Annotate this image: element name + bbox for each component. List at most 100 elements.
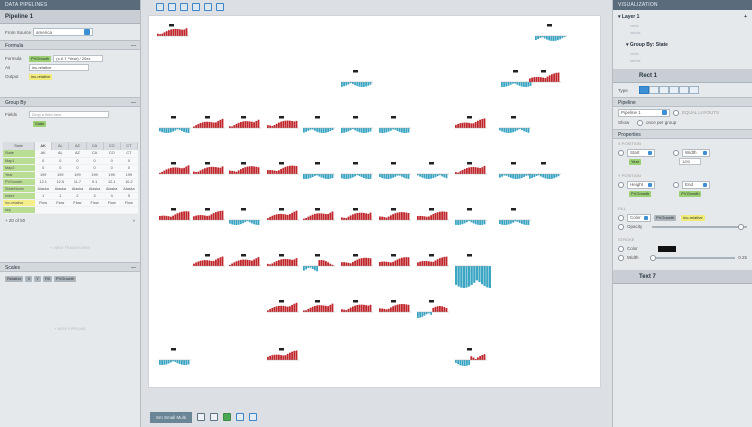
state-small-multiple[interactable] xyxy=(303,208,335,221)
state-small-multiple[interactable] xyxy=(501,70,533,87)
collapse-icon[interactable]: — xyxy=(131,100,136,106)
more-icon[interactable]: » xyxy=(132,217,135,223)
opacity-slider[interactable] xyxy=(652,223,747,230)
visualization-canvas[interactable] xyxy=(148,15,601,388)
area-type-icon[interactable] xyxy=(679,86,689,94)
end-radio[interactable] xyxy=(673,181,679,188)
fill-field-chip[interactable]: PVGrowth xyxy=(654,214,677,221)
end-field-chip[interactable]: PVGrowth xyxy=(679,190,702,197)
as-input[interactable]: inc-relative xyxy=(29,64,89,71)
chart-tool-icon[interactable] xyxy=(216,3,224,11)
collapse-icon[interactable]: — xyxy=(131,264,136,271)
output-chip[interactable]: inc-relative xyxy=(29,73,53,80)
redo-icon[interactable] xyxy=(249,413,258,421)
slider-handle[interactable] xyxy=(737,223,744,230)
state-small-multiple[interactable] xyxy=(341,208,373,221)
state-small-multiple[interactable] xyxy=(229,162,261,175)
undo-icon[interactable] xyxy=(236,413,245,421)
opacity-radio[interactable] xyxy=(618,223,624,230)
height-field-chip[interactable]: PVGrowth xyxy=(629,190,652,197)
rect-type-icon[interactable] xyxy=(639,86,649,94)
state-small-multiple[interactable] xyxy=(417,300,449,318)
state-small-multiple[interactable] xyxy=(379,208,411,221)
scales-section-header[interactable]: Scales — xyxy=(0,261,140,272)
add-icon[interactable]: + xyxy=(744,14,747,20)
canvas-tab[interactable]: Sm Small Multi xyxy=(150,411,193,423)
scale-chip[interactable]: PVGrowth xyxy=(53,275,77,282)
state-small-multiple[interactable] xyxy=(193,254,225,267)
state-small-multiple[interactable] xyxy=(455,162,487,175)
state-small-multiple[interactable] xyxy=(157,24,189,37)
state-small-multiple[interactable] xyxy=(341,116,373,133)
state-small-multiple[interactable] xyxy=(267,208,299,221)
groupby-drop-zone[interactable]: Drop a field here xyxy=(29,111,109,118)
fill-color-radio[interactable] xyxy=(618,214,624,221)
chart-type-icon[interactable] xyxy=(689,86,699,94)
state-small-multiple[interactable] xyxy=(159,208,191,221)
from-source-select[interactable]: america xyxy=(33,28,93,36)
state-small-multiple[interactable] xyxy=(341,70,373,87)
state-small-multiple[interactable] xyxy=(455,116,487,129)
fill-scale-chip[interactable]: inc-relative xyxy=(681,214,705,221)
stroke-width-radio[interactable] xyxy=(618,254,624,261)
state-small-multiple[interactable] xyxy=(417,162,449,179)
state-small-multiple[interactable] xyxy=(455,208,487,225)
state-small-multiple[interactable] xyxy=(159,162,191,175)
rect-title[interactable]: Rect 1 xyxy=(613,69,752,83)
scale-chip[interactable]: Relative xyxy=(5,275,24,282)
groupby-state-chip[interactable]: State xyxy=(33,120,47,127)
start-select[interactable]: Start xyxy=(627,148,655,157)
table-header[interactable]: AK xyxy=(34,142,53,150)
symbol-tool-icon[interactable] xyxy=(168,3,176,11)
state-small-multiple[interactable] xyxy=(455,348,487,366)
state-small-multiple[interactable] xyxy=(267,300,299,313)
text-title[interactable]: Text 7 xyxy=(613,270,752,284)
state-small-multiple[interactable] xyxy=(341,300,373,313)
state-small-multiple[interactable] xyxy=(379,254,411,267)
area-tool-icon[interactable] xyxy=(204,3,212,11)
formula-section-header[interactable]: Formula — xyxy=(0,40,140,50)
state-small-multiple[interactable] xyxy=(267,254,299,267)
state-small-multiple[interactable] xyxy=(417,254,449,267)
table-header[interactable]: AZ xyxy=(68,142,87,150)
new-pipeline-button[interactable]: + NEW PIPELINE xyxy=(54,325,86,331)
slider-handle[interactable] xyxy=(650,254,656,261)
group-sub-item[interactable]: labels xyxy=(630,58,641,63)
new-transform-button[interactable]: + NEW TRANSFORM xyxy=(50,244,90,250)
stroke-width-slider[interactable] xyxy=(650,254,736,261)
state-small-multiple[interactable] xyxy=(267,162,299,175)
group-item[interactable]: ▾ Group By: State xyxy=(626,42,668,48)
state-small-multiple[interactable] xyxy=(229,208,261,225)
pipeline-title[interactable]: Pipeline 1 xyxy=(0,10,140,24)
equal-layouts-checkbox[interactable] xyxy=(673,109,679,116)
formula-expression-input[interactable]: (x-0.7 *Year) / 20xx xyxy=(53,55,104,62)
table-header[interactable]: CO xyxy=(103,142,121,150)
text-type-icon[interactable] xyxy=(659,86,669,94)
text-tool-icon[interactable] xyxy=(180,3,188,11)
symbol-type-icon[interactable] xyxy=(649,86,659,94)
table-header[interactable]: CT xyxy=(120,142,139,150)
state-small-multiple[interactable] xyxy=(193,208,225,221)
state-small-multiple[interactable] xyxy=(535,24,567,41)
group-sub-item[interactable]: rects xyxy=(630,51,639,56)
width-radio[interactable] xyxy=(673,149,679,156)
state-small-multiple[interactable] xyxy=(529,162,561,179)
layer-sub-item[interactable]: rects xyxy=(630,23,639,28)
state-small-multiple[interactable] xyxy=(159,116,191,133)
table-header[interactable]: CA xyxy=(86,142,104,150)
groupby-section-header[interactable]: Group By — xyxy=(0,97,140,107)
height-radio[interactable] xyxy=(618,181,624,188)
stroke-color-swatch[interactable] xyxy=(658,245,676,252)
layer-sub-item[interactable]: labels xyxy=(630,30,641,35)
table-header[interactable]: AL xyxy=(51,142,70,150)
scale-chip[interactable]: X xyxy=(25,275,33,282)
state-small-multiple[interactable] xyxy=(229,254,261,267)
state-small-multiple[interactable] xyxy=(529,70,561,83)
state-small-multiple[interactable] xyxy=(341,162,373,179)
rect-tool-icon[interactable] xyxy=(156,3,164,11)
state-small-multiple[interactable] xyxy=(267,348,299,361)
state-small-multiple[interactable] xyxy=(303,300,335,313)
width-input[interactable]: 1/20 xyxy=(679,158,702,165)
line-tool-icon[interactable] xyxy=(192,3,200,11)
state-small-multiple[interactable] xyxy=(455,254,491,288)
